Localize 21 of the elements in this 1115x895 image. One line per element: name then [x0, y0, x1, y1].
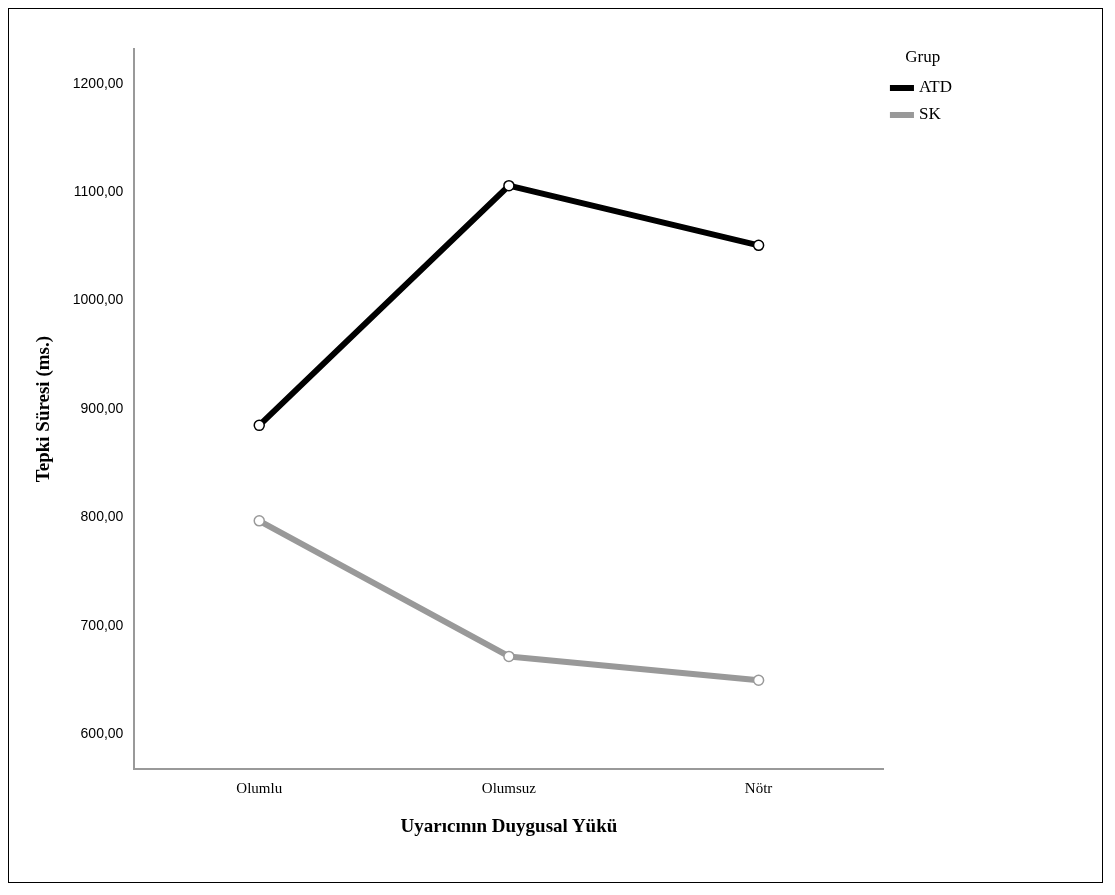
- point: [503, 179, 515, 192]
- legend-title: Grup: [905, 46, 941, 66]
- point: [253, 515, 265, 527]
- y-tick-label: 600,00: [80, 725, 124, 742]
- x-axis-title: Uyarıcının Duygusal Yükü: [400, 814, 618, 836]
- legend-label: SK: [918, 104, 942, 124]
- y-tick-label: 900,00: [80, 399, 124, 416]
- y-tick-label: 700,00: [80, 616, 124, 633]
- y-tick-label: 1100,00: [73, 183, 124, 200]
- point: [752, 239, 765, 252]
- y-tick-label: 800,00: [80, 508, 124, 525]
- point: [752, 674, 765, 687]
- point: [503, 650, 515, 663]
- legend-label: ATD: [918, 77, 953, 97]
- y-axis-title: Tepki Süresi (ms.): [32, 335, 55, 483]
- x-tick-label: Olumlu: [236, 780, 283, 797]
- y-tick-label: 1200,00: [72, 74, 124, 91]
- point: [253, 419, 265, 432]
- x-tick-label: Nötr: [744, 780, 773, 797]
- x-tick-label: Olumsuz: [481, 780, 537, 797]
- y-tick-label: 1000,00: [72, 291, 124, 308]
